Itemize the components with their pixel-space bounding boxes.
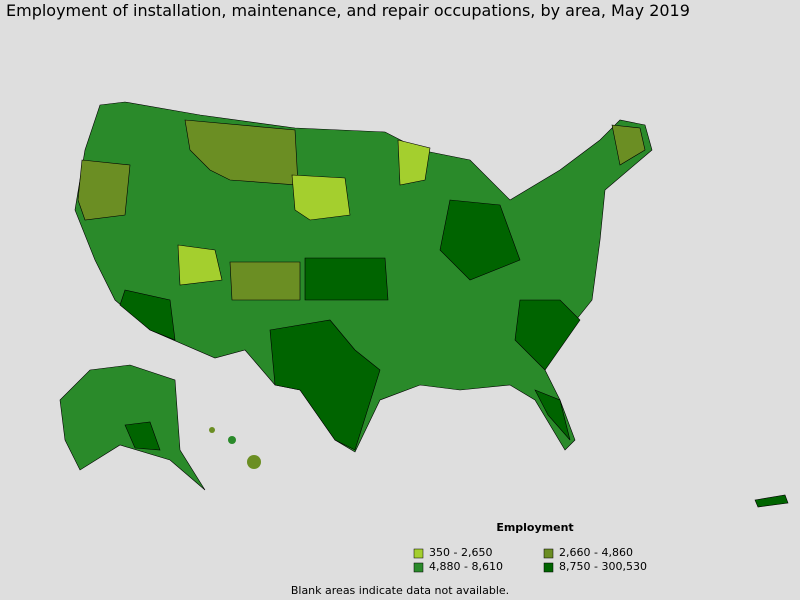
legend-swatch [413,548,424,559]
legend-title: Employment [496,521,573,534]
legend-swatch [543,548,554,559]
alaska-region [124,421,161,451]
region [534,389,571,441]
region [177,244,223,286]
map [59,101,789,508]
legend-swatch [543,562,554,573]
legend: 350 - 2,650 2,660 - 4,860 4,880 - 8,610 8,7… [413,546,647,573]
hawaii [209,427,215,433]
region [184,119,299,186]
region [269,319,381,451]
map-title: Employment of installation, maintenance,… [6,1,690,20]
legend-label: 350 - 2,650 [429,546,492,559]
legend-label: 4,880 - 8,610 [429,560,503,573]
region [291,174,351,221]
region [119,289,176,341]
region [304,257,389,301]
region [439,199,521,281]
region [229,261,301,301]
region [611,124,646,166]
region [397,139,431,186]
region [514,299,581,371]
hawaii [247,455,261,469]
puerto-rico [754,494,789,508]
footnote: Blank areas indicate data not available. [291,584,509,597]
hawaii [228,436,236,444]
legend-swatch [413,562,424,573]
legend-label: 2,660 - 4,860 [559,546,633,559]
region [77,159,131,221]
legend-label: 8,750 - 300,530 [559,560,647,573]
